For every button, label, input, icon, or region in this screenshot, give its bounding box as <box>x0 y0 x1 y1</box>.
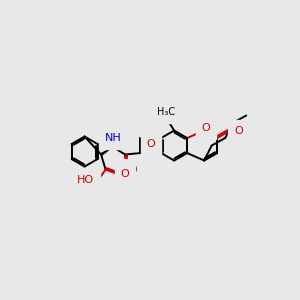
Text: O: O <box>201 123 210 133</box>
Text: H₃C: H₃C <box>157 107 175 117</box>
Text: NH: NH <box>105 133 122 143</box>
Text: O: O <box>121 169 129 179</box>
Polygon shape <box>100 147 113 156</box>
Text: O: O <box>128 165 137 175</box>
Text: HO: HO <box>77 175 94 185</box>
Text: O: O <box>234 125 243 136</box>
Text: O: O <box>146 139 155 149</box>
